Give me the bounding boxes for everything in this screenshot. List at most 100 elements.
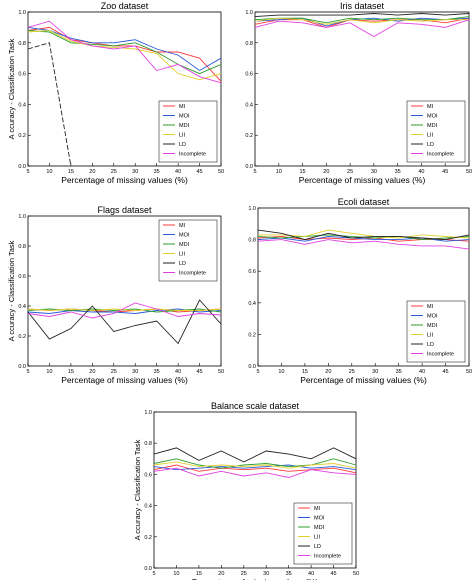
x-tick-label: 35 [154, 169, 160, 175]
legend-label-moi: MOI [427, 314, 438, 320]
y-axis-label: A ccuracy - Classification Task [7, 240, 16, 341]
series-line-ld [27, 299, 222, 345]
y-tick-label: 0.2 [18, 334, 26, 340]
legend-label-mi: MI [427, 304, 434, 310]
y-tick-label: 1.0 [144, 410, 152, 416]
x-tick-label: 35 [395, 169, 401, 175]
x-tick-label: 15 [302, 369, 308, 375]
series-line-moi [27, 26, 222, 72]
x-tick-label: 5 [26, 169, 29, 175]
legend-label-moi: MOI [179, 233, 190, 239]
y-tick-label: 0.4 [18, 304, 26, 310]
chart-2: Iris dataset 5 10 15 20 25 30 35 40 45 50 0.0 0.2 0.4… [245, 1, 472, 185]
chart-3: Flags dataset 5 10 15 20 25 30 35 40 45 50 0.0 0.2 0.… [7, 205, 224, 385]
y-tick-label: 0.0 [18, 364, 26, 370]
series-line-incomplete [27, 20, 222, 84]
series-line-mi [27, 26, 222, 82]
x-tick-label: 5 [26, 369, 29, 375]
y-tick-label: 0.2 [245, 133, 253, 139]
x-tick-label: 25 [111, 169, 117, 175]
y-tick-label: 0.4 [248, 301, 256, 307]
y-tick-label: 0.6 [245, 72, 253, 78]
x-tick-label: 50 [466, 169, 472, 175]
x-tick-label: 50 [218, 169, 224, 175]
y-tick-label: 0.6 [144, 472, 152, 478]
x-axis-label: Percentage of missing values (%) [61, 375, 188, 385]
x-tick-label: 10 [173, 571, 179, 577]
chart-4: Ecoli dataset 5 10 15 20 25 30 35 40 45 50 0.0 0.2 0.… [248, 197, 472, 385]
legend-box [293, 502, 353, 565]
legend-label-incomplete: Incomplete [179, 271, 206, 277]
x-tick-label: 25 [349, 369, 355, 375]
x-tick-label: 35 [396, 369, 402, 375]
legend-label-mdi: MDI [179, 123, 190, 129]
legend-label-ld: LD [314, 544, 321, 550]
x-tick-label: 15 [68, 369, 74, 375]
y-tick-label: 0.6 [248, 269, 256, 275]
x-tick-label: 10 [46, 169, 52, 175]
legend-label-mdi: MDI [314, 525, 325, 531]
legend-label-mi: MI [314, 506, 321, 512]
x-axis-label: Percentage of missing values (%) [299, 175, 426, 185]
x-tick-label: 35 [154, 369, 160, 375]
legend-label-ld: LD [427, 342, 434, 348]
x-tick-label: 40 [175, 169, 181, 175]
x-tick-label: 40 [419, 369, 425, 375]
series-line-lii [258, 229, 470, 239]
y-tick-label: 1.0 [248, 206, 256, 212]
chart-title: Iris dataset [340, 1, 385, 11]
legend-box [158, 219, 218, 282]
y-tick-label: 0.6 [18, 274, 26, 280]
series-line-mi [254, 17, 470, 28]
y-tick-label: 0.4 [245, 102, 253, 108]
x-tick-label: 25 [347, 169, 353, 175]
x-tick-label: 30 [132, 369, 138, 375]
y-tick-label: 0.0 [248, 364, 256, 370]
x-tick-label: 10 [46, 369, 52, 375]
x-tick-label: 30 [132, 169, 138, 175]
x-tick-label: 30 [372, 369, 378, 375]
legend-label-lii: LII [314, 535, 321, 541]
x-tick-label: 15 [68, 169, 74, 175]
x-tick-label: 45 [442, 369, 448, 375]
x-tick-label: 5 [256, 369, 259, 375]
series-line-lii [153, 461, 357, 469]
y-tick-label: 0.8 [144, 441, 152, 447]
series-line-incomplete [27, 302, 222, 319]
legend-label-lii: LII [179, 252, 186, 258]
legend-label-mi: MI [427, 104, 434, 110]
x-tick-label: 15 [196, 571, 202, 577]
y-tick-label: 0.8 [18, 244, 26, 250]
series-line-mdi [153, 458, 357, 469]
chart-title: Zoo dataset [101, 1, 149, 11]
x-axis-label: Percentage of missing values (%) [300, 375, 427, 385]
x-tick-label: 30 [263, 571, 269, 577]
x-tick-label: 15 [299, 169, 305, 175]
legend: MI MOI MDI LII LD Incomplete [158, 219, 218, 282]
x-tick-label: 5 [253, 169, 256, 175]
series-line-mi [153, 464, 357, 474]
series-line-incomplete [257, 239, 470, 250]
legend-label-ld: LD [427, 142, 434, 148]
x-tick-label: 50 [466, 369, 472, 375]
legend-label-mi: MI [179, 223, 186, 229]
legend-box [158, 100, 218, 163]
x-tick-label: 40 [418, 169, 424, 175]
legend-label-incomplete: Incomplete [427, 352, 454, 358]
x-tick-label: 20 [323, 169, 329, 175]
y-tick-label: 0.2 [144, 535, 152, 541]
series-line-lii [27, 30, 222, 81]
series-line-incomplete [254, 19, 470, 38]
series-line-mdi [254, 16, 470, 24]
legend: MI MOI MDI LII LD Incomplete [293, 502, 353, 565]
x-tick-label: 10 [276, 169, 282, 175]
x-tick-label: 50 [353, 571, 359, 577]
y-tick-label: 0.4 [18, 102, 26, 108]
chart-1: Zoo dataset 5 10 15 20 25 30 35 40 45 50 0.0 0.2 0.4 0… [7, 1, 224, 185]
y-tick-label: 1.0 [18, 10, 26, 16]
legend-label-lii: LII [427, 133, 434, 139]
legend-label-mi: MI [179, 104, 186, 110]
series-line-ld [153, 447, 357, 463]
x-tick-label: 20 [325, 369, 331, 375]
